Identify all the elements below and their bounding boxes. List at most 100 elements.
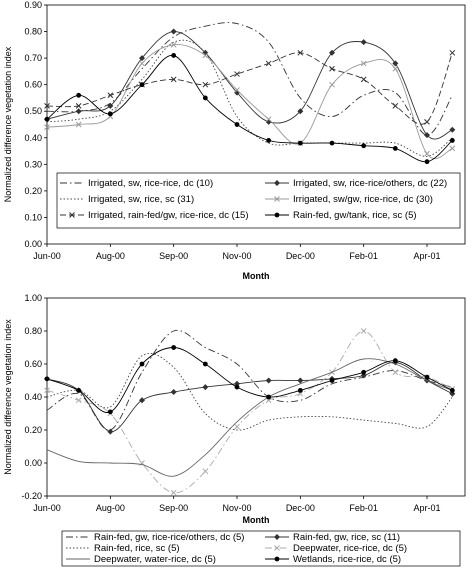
chart-1: 0.00 0.10 0.20 0.30 0.40 0.50 0.60 0.70 0.80 0.90…	[3, 0, 466, 281]
data-point	[361, 143, 367, 149]
legend-label: Rain-fed, gw, rice-rice/others, dc (5)	[94, 532, 244, 543]
y-tick-label: 0.10	[24, 212, 42, 222]
legend-marker	[274, 534, 280, 540]
data-point	[107, 92, 114, 99]
y-axis-label: Normalized difference vegetation index	[3, 46, 13, 202]
data-point	[360, 60, 367, 67]
series-line	[46, 347, 453, 413]
y-tick-label: -0.20	[21, 491, 42, 501]
data-point	[170, 41, 177, 48]
legend-label: Rain-fed, gw, rice, sc (11)	[293, 532, 400, 543]
x-tick-label: Feb-01	[349, 251, 378, 261]
data-point	[424, 150, 430, 157]
legend-label: Deepwater, rice-rice, dc (5)	[293, 543, 407, 554]
data-point	[75, 121, 82, 128]
data-point	[107, 409, 113, 415]
x-tick-label: Apr-01	[413, 503, 440, 513]
data-point	[265, 377, 272, 384]
data-point	[449, 49, 456, 56]
x-axis-label: Month	[243, 271, 270, 281]
y-tick-label: 1.00	[24, 293, 42, 303]
series-line	[46, 361, 453, 433]
data-point	[44, 124, 50, 131]
data-point	[234, 122, 240, 127]
data-point	[44, 387, 50, 394]
series-line	[46, 22, 453, 136]
series-line	[46, 352, 453, 431]
legend: Irrigated, sw, rice-rice, dc (10) Irrigat…	[56, 172, 461, 229]
data-point	[171, 345, 177, 350]
legend-item: Irrigated, sw, rice-rice, dc (10)	[60, 178, 213, 189]
data-point	[361, 369, 367, 375]
legend-label: Wetlands, rice-rice, dc (5)	[293, 554, 401, 565]
data-point	[329, 81, 335, 88]
legend-label: Irrigated, sw, rice-rice/others, dc (22)	[293, 178, 447, 189]
data-point	[107, 102, 114, 109]
series-5	[46, 358, 453, 477]
x-tick-label: Dec-00	[286, 503, 315, 513]
data-point	[392, 358, 398, 364]
legend-box	[61, 530, 461, 567]
legend-item: Rain-fed, gw, rice-rice/others, dc (5)	[66, 532, 244, 543]
data-point	[44, 116, 50, 122]
data-point	[139, 82, 145, 88]
x-axis-label: Month	[243, 515, 270, 525]
data-point	[139, 60, 145, 67]
series-line	[46, 358, 453, 477]
data-point	[139, 397, 145, 404]
legend-label: Irrigated, sw, rice-rice, dc (10)	[88, 178, 213, 189]
legend-label: Irrigated, sw/gw, rice-rice, dc (30)	[293, 194, 433, 205]
y-tick-label: 0.20	[24, 186, 42, 196]
data-point	[265, 116, 272, 123]
y-tick-label: 0.80	[24, 326, 42, 336]
series-3	[46, 39, 453, 157]
x-tick-label: Nov-00	[222, 251, 251, 261]
legend-label: Deepwater, water-rice, dc (5)	[94, 554, 216, 565]
data-point	[297, 140, 303, 146]
y-tick-label: 0.20	[24, 425, 42, 435]
series-6	[44, 53, 455, 165]
y-tick-label: 0.00	[24, 458, 42, 468]
legend-label: Irrigated, rain-fed/gw, rice-rice, dc (1…	[88, 210, 249, 221]
series-1	[46, 22, 453, 136]
data-point	[202, 384, 209, 391]
y-tick-label: 0.60	[24, 80, 42, 90]
plot-frame	[46, 297, 466, 497]
data-point	[76, 92, 82, 98]
data-point	[329, 140, 335, 146]
legend-item: Irrigated, sw, rice, sc (31)	[60, 194, 194, 205]
y-axis-label: Normalized difference vegetation index	[3, 319, 13, 475]
legend-item: Rain-fed, rice, sc (5)	[66, 543, 180, 554]
y-tick-label: 0.80	[24, 27, 42, 37]
data-point	[424, 118, 430, 125]
data-point	[360, 76, 367, 83]
y-tick-label: 0.40	[24, 133, 42, 143]
y-tick-label: 0.60	[24, 359, 42, 369]
data-point	[170, 489, 177, 496]
x-tick-label: Jun-00	[33, 503, 61, 513]
data-point	[170, 389, 177, 396]
data-point	[392, 65, 399, 72]
data-point	[266, 138, 272, 143]
data-point	[297, 49, 304, 56]
data-point	[44, 103, 50, 109]
series-line	[46, 330, 453, 494]
data-point	[202, 81, 209, 88]
series-line	[46, 329, 453, 431]
data-point	[139, 55, 145, 62]
x-tick-label: Aug-00	[96, 503, 125, 513]
series-3	[46, 352, 453, 431]
x-tick-label: Sep-00	[159, 251, 188, 261]
data-point	[266, 394, 272, 400]
legend-item: Deepwater, water-rice, dc (5)	[66, 554, 216, 565]
legend-label: Rain-fed, gw/tank, rice, sc (5)	[293, 210, 417, 221]
series-line	[46, 44, 453, 160]
series-line	[46, 55, 453, 163]
data-point	[265, 60, 272, 67]
data-point	[76, 388, 82, 393]
data-point	[449, 145, 456, 152]
plot-frame	[46, 4, 466, 245]
legend-item: Irrigated, sw/gw, rice-rice, dc (30)	[265, 194, 433, 205]
legend-marker	[69, 212, 75, 218]
